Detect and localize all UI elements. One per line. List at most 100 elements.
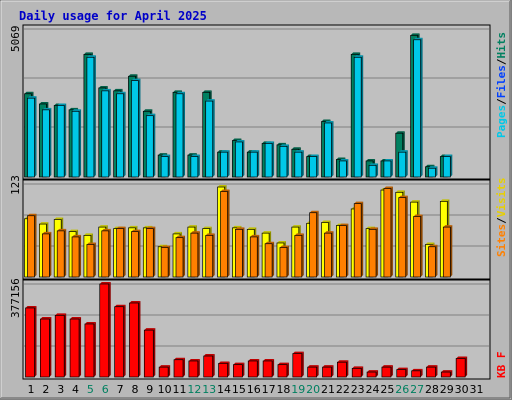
x-tick-label: 24	[366, 383, 380, 396]
pages-bar-20	[309, 154, 319, 178]
pages-bar-10	[160, 154, 171, 178]
kbf-bar-22	[337, 360, 349, 378]
pages-bar-19	[294, 150, 304, 178]
kbf-bar-24	[366, 370, 379, 378]
x-tick-label: 19	[291, 383, 305, 396]
sites-bar-26	[398, 195, 408, 278]
sites-bar-23	[353, 201, 364, 278]
sites-bar-14	[220, 189, 230, 278]
kbf-bar-29	[440, 370, 453, 378]
x-tick-label: 21	[321, 383, 335, 396]
sites-bar-6	[101, 228, 111, 278]
pages-bar-18	[279, 144, 289, 178]
sites-bar-11	[175, 235, 185, 278]
kbf-bar-23	[351, 366, 364, 378]
x-axis-labels: 1 2 3 4 5 6 7 8 9 10 11 12 13 14 15 16 17 18 19 20 21 22 23 24 2…	[28, 383, 484, 396]
chart-marks	[24, 28, 489, 378]
side-legend-part: /	[495, 58, 508, 65]
x-tick-label: 12	[187, 383, 201, 396]
sites-bar-25	[383, 186, 393, 278]
kbf-ymax-label: 377156	[9, 278, 22, 318]
kbf-bar-5	[84, 321, 96, 378]
kbf-bar-4	[69, 317, 82, 378]
x-tick-label: 17	[262, 383, 276, 396]
kbf-bar-6	[99, 282, 111, 378]
x-tick-label: 9	[146, 383, 153, 396]
pages-bar-28	[428, 166, 438, 178]
pages-bar-9	[145, 113, 156, 178]
x-tick-label: 26	[395, 383, 409, 396]
sites-bar-8	[131, 229, 141, 278]
sites-bar-3	[56, 228, 67, 278]
kbf-bar-9	[143, 328, 156, 378]
x-tick-label: 6	[102, 383, 109, 396]
kbf-bar-25	[381, 365, 393, 378]
pages-bar-3	[56, 103, 67, 178]
side-legend-part: KB F	[495, 352, 508, 379]
sites-bar-22	[339, 223, 349, 278]
sites-bar-10	[160, 245, 171, 278]
side-legend-part: Files	[495, 65, 508, 98]
x-tick-label: 14	[217, 383, 231, 396]
x-tick-label: 23	[351, 383, 365, 396]
pages-bar-21	[324, 120, 334, 178]
pages-bar-11	[175, 91, 185, 178]
kbf-bar-18	[277, 362, 289, 378]
x-tick-label: 28	[425, 383, 439, 396]
x-tick-label: 16	[247, 383, 261, 396]
kbf-bar-11	[173, 357, 185, 378]
kbf-bar-7	[114, 304, 126, 378]
chart-title: Daily usage for April 2025	[19, 9, 207, 23]
x-tick-label: 29	[440, 383, 454, 396]
side-legend-part: Hits	[495, 32, 508, 59]
pages-bar-8	[131, 78, 141, 178]
pages-bar-23	[353, 55, 364, 178]
sites-bar-9	[145, 226, 156, 278]
kbf-bar-1	[25, 305, 37, 378]
x-tick-label: 25	[380, 383, 394, 396]
pages-bar-13	[205, 99, 215, 178]
sites-bar-7	[116, 226, 126, 278]
pages-bar-1	[27, 96, 37, 178]
side-legend-part: /	[495, 98, 508, 105]
x-tick-label: 5	[87, 383, 94, 396]
x-tick-label: 15	[232, 383, 246, 396]
pages-bar-17	[264, 141, 275, 178]
sites-bar-4	[71, 234, 82, 278]
hits-files-pages-legend: Pages/Files/Hits	[495, 32, 508, 138]
sites-bar-21	[324, 231, 334, 278]
side-legend-part: Sites	[495, 224, 508, 257]
kbf-bar-26	[396, 367, 408, 378]
x-tick-label: 4	[72, 383, 79, 396]
sites-bar-27	[413, 214, 423, 278]
sites-bar-19	[294, 233, 304, 278]
kbf-bar-2	[39, 317, 52, 378]
x-tick-label: 20	[306, 383, 320, 396]
x-tick-label: 3	[57, 383, 64, 396]
x-tick-label: 31	[470, 383, 484, 396]
sites-bar-12	[190, 231, 200, 278]
sites-bar-29	[442, 225, 453, 278]
visits-ymax-label: 123	[9, 175, 22, 195]
sites-bar-5	[86, 242, 96, 278]
pages-bar-24	[368, 163, 379, 178]
sites-bar-28	[428, 244, 438, 278]
kbf-bar-12	[188, 358, 200, 378]
kbf-bar-10	[158, 365, 171, 378]
kbf-bar-17	[262, 358, 275, 378]
x-tick-label: 10	[158, 383, 172, 396]
kbf-legend: KB F	[495, 352, 508, 379]
pages-bar-2	[41, 107, 52, 178]
kbf-bar-14	[218, 361, 230, 378]
pages-bar-26	[398, 150, 408, 178]
x-tick-label: 18	[276, 383, 290, 396]
kbf-bar-16	[247, 358, 260, 378]
pages-bar-16	[249, 150, 260, 178]
x-tick-label: 2	[42, 383, 49, 396]
kbf-bar-20	[307, 365, 319, 378]
kbf-bar-30	[455, 356, 468, 378]
side-legend-part: Visits	[495, 178, 508, 218]
x-tick-label: 11	[173, 383, 187, 396]
side-legend-part: /	[495, 217, 508, 224]
kbf-bar-28	[426, 365, 438, 378]
